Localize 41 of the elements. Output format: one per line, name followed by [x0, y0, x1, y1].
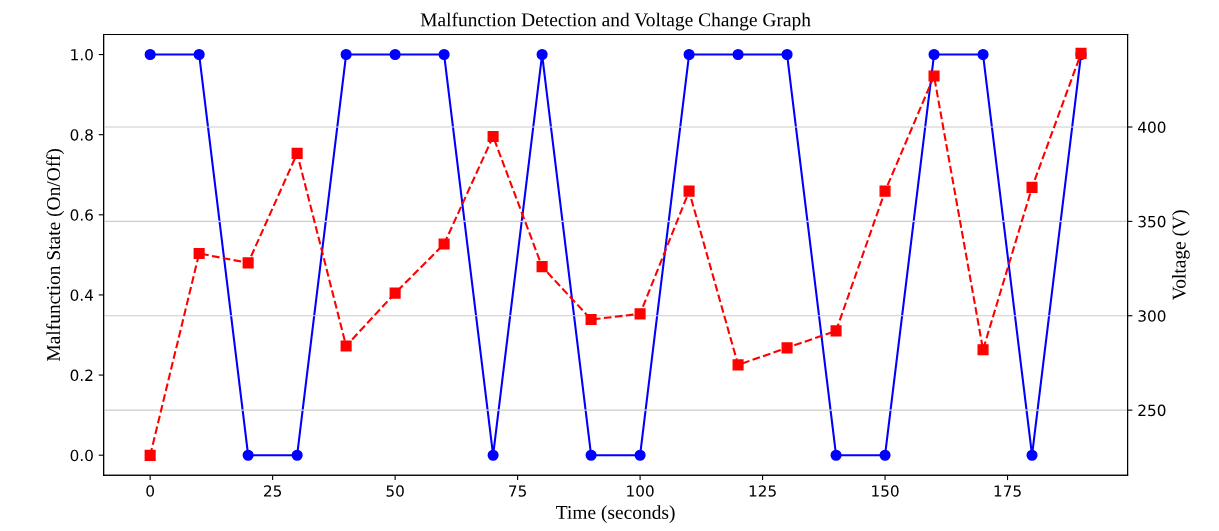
point	[879, 185, 891, 197]
x-tick-label: 150	[872, 485, 899, 497]
x-tick-label: 175	[994, 485, 1021, 497]
x-tick-label: 100	[627, 485, 654, 497]
point	[144, 449, 156, 461]
point	[732, 359, 744, 371]
point	[1026, 181, 1038, 193]
point	[487, 130, 499, 142]
point	[781, 342, 793, 354]
x-tick-label: 0	[146, 485, 154, 497]
point	[242, 257, 254, 269]
point	[536, 261, 548, 273]
y-tick-label: 0.6	[70, 209, 93, 221]
y2-axis-title: Voltage (V)	[1172, 210, 1190, 301]
chart-title: Malfunction Detection and Voltage Change Graph	[420, 12, 811, 31]
y-axis-title: Malfunction State (On/Off)	[46, 148, 65, 362]
x-tick-label: 50	[386, 485, 404, 497]
y-tick-label: 0.0	[70, 449, 93, 462]
y2-tick-label: 350	[1138, 215, 1166, 228]
point	[928, 70, 940, 82]
x-tick-label: 125	[749, 485, 776, 497]
point	[683, 185, 695, 197]
point	[438, 238, 450, 250]
point	[291, 147, 303, 159]
point	[977, 344, 989, 356]
y-tick-label: 0.8	[70, 129, 93, 141]
point	[585, 313, 597, 326]
y2-tick-label: 250	[1138, 404, 1166, 417]
point	[193, 247, 205, 260]
y2-tick-label: 400	[1138, 121, 1166, 134]
point	[634, 308, 646, 320]
y-tick-label: 0.4	[70, 289, 94, 301]
x-axis-title: Time (seconds)	[556, 505, 675, 523]
point	[830, 325, 842, 337]
y-tick-label: 1.0	[71, 49, 93, 61]
point	[389, 287, 401, 299]
x-tick-label: 25	[264, 485, 282, 497]
y-tick-label: 0.2	[70, 369, 93, 382]
point	[340, 340, 352, 352]
x-tick-label: 75	[509, 485, 526, 497]
y2-tick-label: 300	[1138, 310, 1166, 322]
